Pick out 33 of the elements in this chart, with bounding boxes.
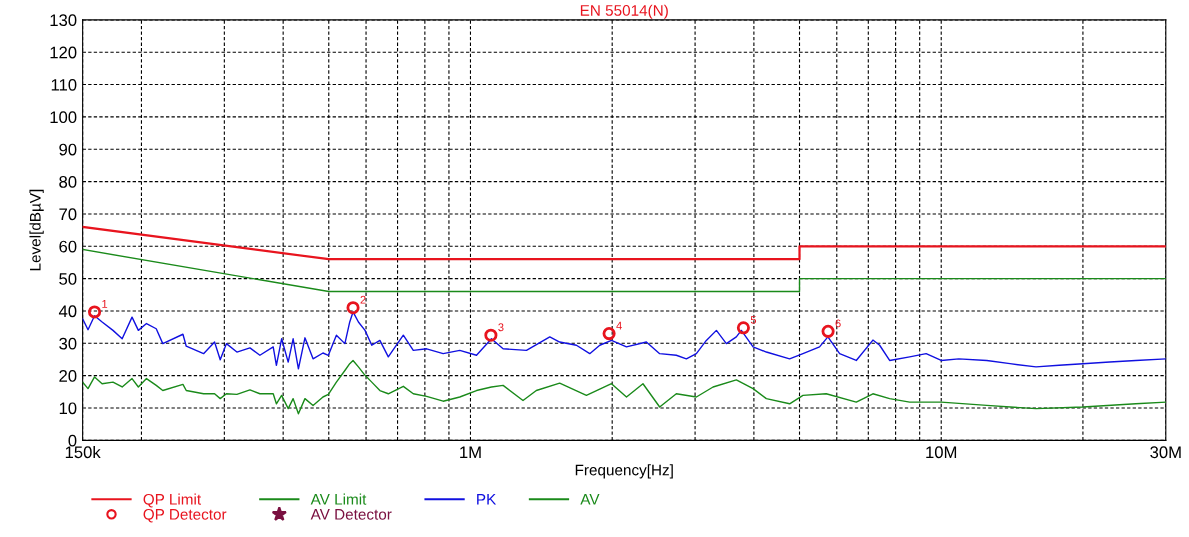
annotation: 3 [498, 323, 504, 332]
chart-title: EN 55014(N) [580, 4, 668, 19]
annotation: 5 [750, 315, 757, 324]
y-tick-label: 130 [50, 14, 77, 27]
y-tick-label: 80 [59, 175, 77, 188]
y-tick-label: 10 [59, 402, 77, 415]
annotation: 6 [835, 319, 841, 328]
y-tick-label: 110 [51, 78, 77, 91]
legend-label: AV Detector [310, 509, 392, 520]
legend-label: AV [580, 494, 600, 505]
y-axis-title: Level[dBµV] [29, 189, 44, 271]
y-tick-label: 100 [50, 111, 77, 124]
y-tick-label: 20 [59, 370, 77, 382]
y-tick-label: 40 [58, 305, 77, 318]
annotation: 1 [102, 300, 108, 308]
annotation: 2 [360, 295, 366, 304]
x-axis-title: Frequency[Hz] [575, 464, 673, 479]
legend-label: AV Limit [310, 493, 367, 505]
x-tick-label: 1M [460, 446, 481, 458]
y-tick-label: 30 [59, 337, 77, 350]
legend-label: QP Limit [143, 493, 202, 508]
y-tick-label: 60 [59, 240, 77, 253]
y-tick-label: 50 [59, 273, 77, 285]
x-tick-label: 150k [65, 445, 101, 459]
x-tick-label: 30M [1150, 446, 1181, 459]
x-tick-label: 10M [926, 446, 957, 459]
y-tick-label: 0 [68, 434, 77, 447]
legend-label: PK [477, 494, 497, 505]
y-tick-label: 120 [50, 46, 77, 59]
legend-label: QP Detector [143, 508, 227, 523]
y-tick-label: 90 [59, 143, 77, 156]
annotation: 4 [616, 321, 622, 330]
y-tick-label: 70 [59, 208, 77, 221]
